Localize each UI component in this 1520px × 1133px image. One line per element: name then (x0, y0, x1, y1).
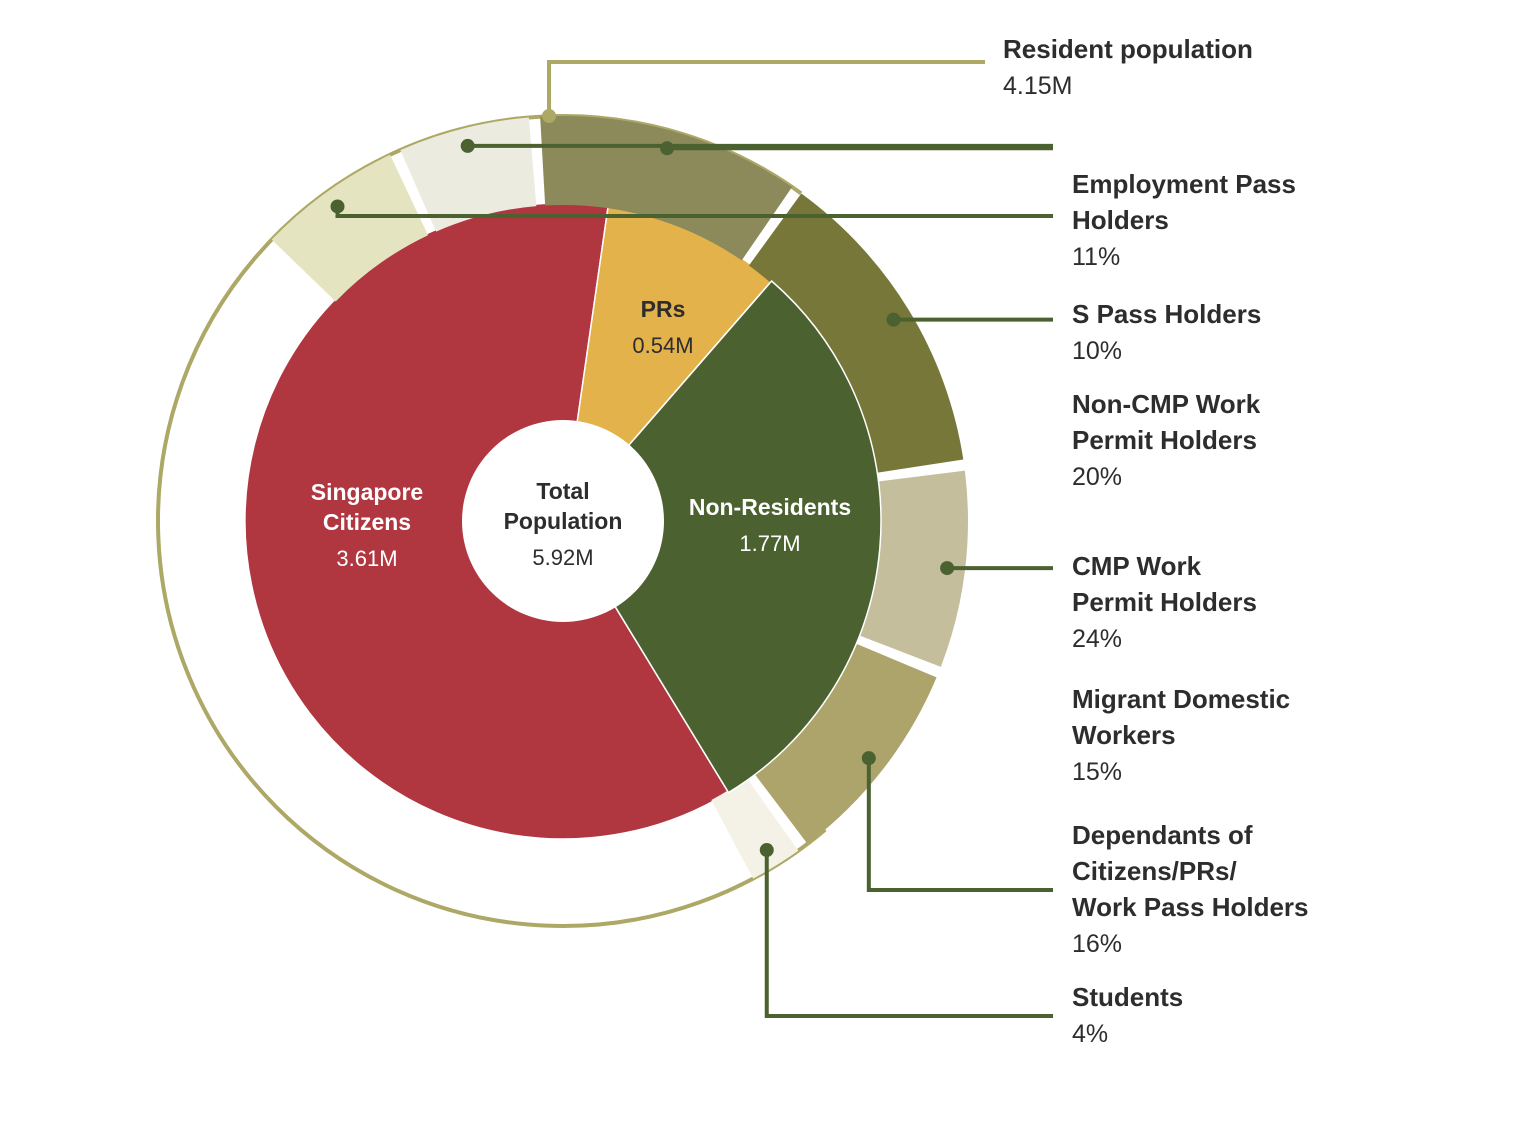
label-ep: Employment Pass Holders (1072, 169, 1296, 235)
label-students: Students (1072, 982, 1183, 1012)
leader-dot-students (759, 843, 774, 858)
leader-dot-mdw (940, 561, 955, 576)
outer-segment-mdw (857, 470, 968, 667)
percent-spass: 10% (1072, 337, 1122, 365)
leader-dot-dependants (861, 751, 876, 766)
leader-line-resident (547, 60, 985, 116)
leader-line-students (764, 850, 1053, 1018)
leader-line-dependants (866, 758, 1053, 892)
outer-segment-cmp (748, 193, 964, 473)
percent-dependants: 16% (1072, 930, 1122, 958)
label-prs: PRs (641, 296, 686, 322)
labels-group: Singapore Citizens 3.61M PRs 0.54M Non-Reside… (311, 34, 1309, 1048)
outer-ring-group (271, 116, 968, 879)
value-resident: 4.15M (1003, 72, 1072, 100)
percent-ep: 11% (1072, 243, 1120, 271)
outer-segment-ep (271, 154, 429, 302)
center-hole-group: Total Population 5.92M (462, 420, 664, 622)
leader-dot-cmp (886, 312, 901, 327)
outer-segment-dependants (753, 643, 937, 844)
percent-students: 4% (1072, 1020, 1108, 1048)
center-hole (462, 420, 664, 622)
label-nonres: Non-Residents (689, 494, 851, 520)
label-cmp: CMP Work Permit Holders (1072, 551, 1257, 617)
percent-cmp: 24% (1072, 625, 1122, 653)
value-prs: 0.54M (632, 333, 693, 358)
center-value: 5.92M (532, 545, 593, 570)
center-title: Total Population (504, 478, 623, 534)
percent-noncmp: 20% (1072, 463, 1122, 491)
leader-dot-spass (460, 138, 475, 153)
leader-dot-resident (542, 109, 556, 123)
label-mdw: Migrant Domestic Workers (1072, 684, 1290, 750)
value-nonres: 1.77M (739, 531, 800, 556)
outer-segment-students (711, 778, 799, 879)
outer-segment-noncmp (540, 116, 793, 261)
label-resident: Resident population (1003, 34, 1253, 64)
label-citizens: Singapore Citizens (311, 479, 423, 535)
label-spass: S Pass Holders (1072, 299, 1261, 329)
leader-lines-group (330, 60, 1053, 1018)
leader-dot-noncmp (660, 141, 675, 156)
percent-mdw: 15% (1072, 758, 1122, 786)
label-noncmp: Non-CMP Work Permit Holders (1072, 389, 1261, 455)
label-dependants: Dependants of Citizens/PRs/Work Pass Hold… (1072, 820, 1309, 922)
leader-dot-ep (330, 199, 345, 214)
value-citizens: 3.61M (336, 546, 397, 571)
pie-slice-nonres-top (562, 279, 882, 794)
